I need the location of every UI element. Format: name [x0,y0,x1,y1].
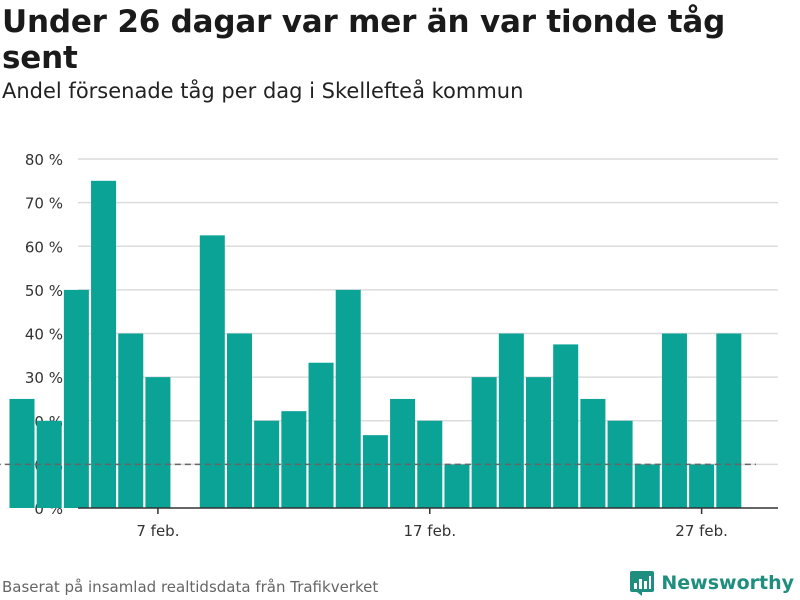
newsworthy-logo-icon [630,571,655,596]
y-tick-label: 40 % [25,326,63,344]
y-tick-label: 70 % [25,195,63,213]
bar [553,344,579,508]
bar [118,333,144,508]
chart-subtitle: Andel försenade tåg per dag i Skellefteå… [2,79,524,103]
bar [362,435,388,508]
source-note: Baserat på insamlad realtidsdata från Tr… [2,578,379,596]
x-tick-label: 17 feb. [403,522,456,540]
brand-logo: Newsworthy [629,570,794,596]
bar [9,398,35,508]
bar [63,289,89,508]
bar [526,377,552,508]
bar [335,289,361,508]
bar [390,398,416,508]
x-tick-label: 27 feb. [675,522,728,540]
bar [716,333,742,508]
y-tick-label: 50 % [25,282,63,300]
y-tick-label: 80 % [25,151,63,169]
bar-chart: 0 %10 %20 %30 %40 %50 %60 %70 %80 %7 feb… [0,151,778,540]
bar [471,377,497,508]
bar [689,464,715,508]
bar [91,180,117,508]
bar [634,464,660,508]
bar [498,333,524,508]
bar [661,333,687,508]
x-tick-label: 7 feb. [136,522,179,540]
bar [199,235,225,508]
bar [444,464,470,508]
y-tick-label: 30 % [25,369,63,387]
bar [281,411,307,508]
y-tick-label: 60 % [25,238,63,256]
bar [308,362,334,508]
bar [145,377,171,508]
chart-title: Under 26 dagar var mer än var tionde tåg… [2,4,726,76]
bar [226,333,252,508]
bar [580,398,606,508]
brand-name: Newsworthy [661,572,794,594]
